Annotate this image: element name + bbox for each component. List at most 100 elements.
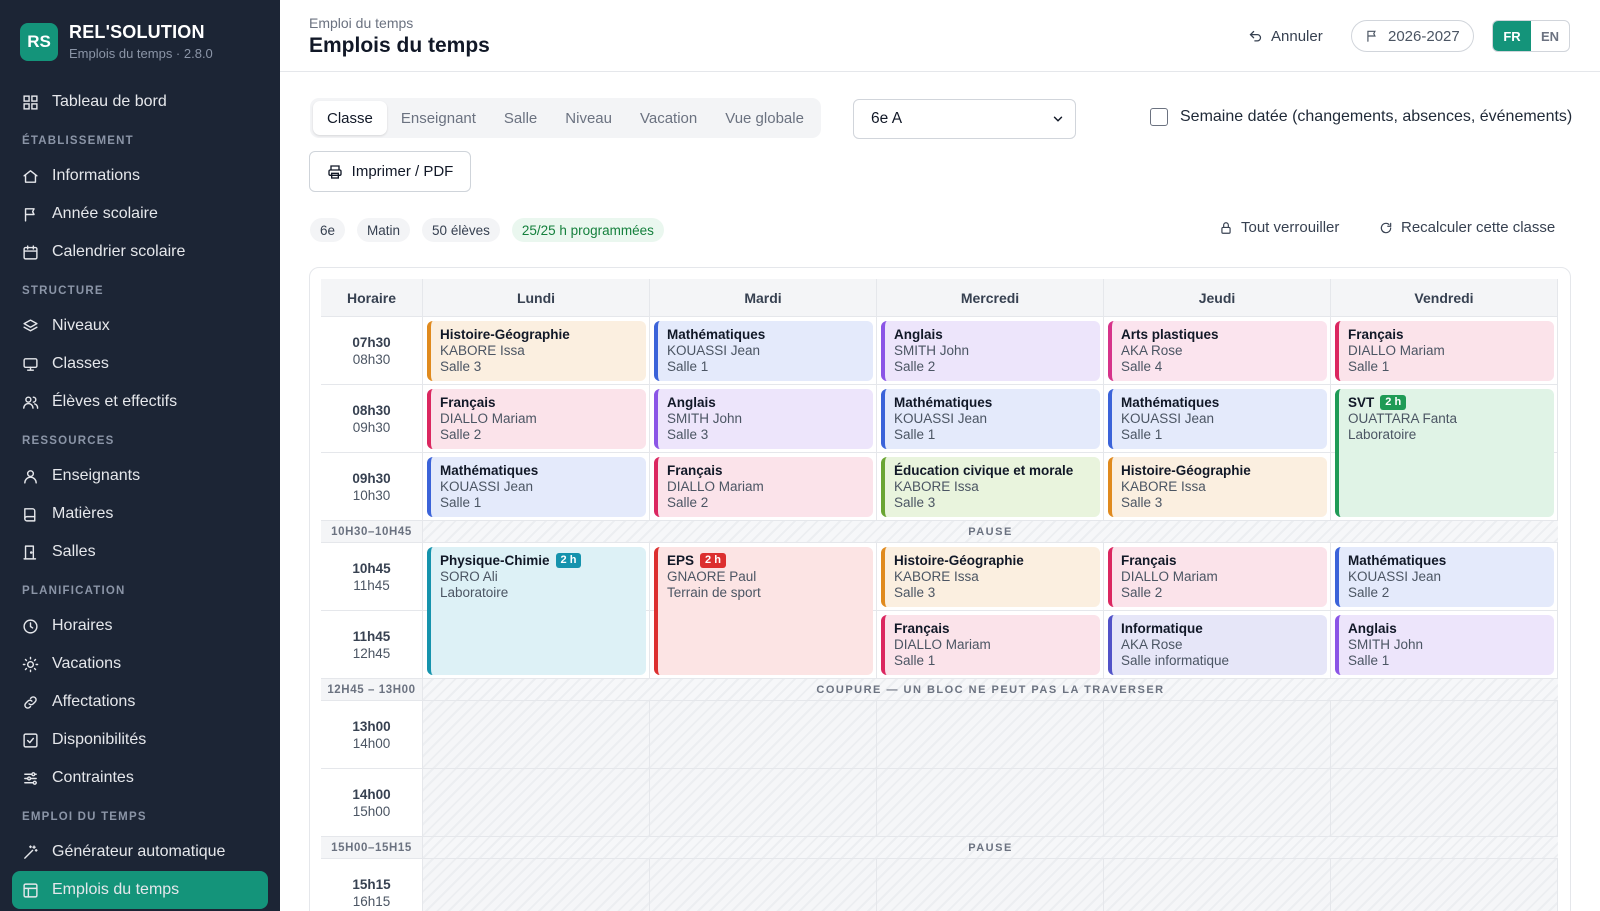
recalculate-button[interactable]: Recalculer cette classe xyxy=(1379,219,1555,236)
sidebar-item-enseignants[interactable]: Enseignants xyxy=(0,457,280,495)
empty-slot[interactable] xyxy=(423,769,650,837)
empty-slot[interactable] xyxy=(423,701,650,769)
sidebar-item-annee-scolaire[interactable]: Année scolaire xyxy=(0,195,280,233)
sidebar-item-matieres[interactable]: Matières xyxy=(0,495,280,533)
lesson-card[interactable]: Informatique AKA Rose Salle informatique xyxy=(1108,615,1327,675)
sidebar-item-disponibilites[interactable]: Disponibilités xyxy=(0,721,280,759)
lesson-card[interactable]: Anglais SMITH John Salle 2 xyxy=(881,321,1100,381)
slot-cell[interactable] xyxy=(1331,453,1558,521)
tab-enseignant[interactable]: Enseignant xyxy=(400,109,476,127)
empty-slot[interactable] xyxy=(650,701,877,769)
slot-cell[interactable] xyxy=(1104,611,1331,679)
empty-slot[interactable] xyxy=(877,769,1104,837)
empty-slot[interactable] xyxy=(1104,769,1331,837)
slot-cell[interactable] xyxy=(423,453,650,521)
empty-slot[interactable] xyxy=(1331,701,1558,769)
tab-classe[interactable]: Classe xyxy=(313,101,387,135)
sidebar-item-dashboard[interactable]: Tableau de bord xyxy=(0,83,280,121)
slot-cell[interactable] xyxy=(1104,385,1331,453)
tab-vacation[interactable]: Vacation xyxy=(639,109,698,127)
lesson-card[interactable]: Mathématiques KOUASSI Jean Salle 1 xyxy=(427,457,646,517)
lesson-card[interactable]: Histoire-Géographie KABORE Issa Salle 3 xyxy=(1108,457,1327,517)
lesson-card[interactable]: Français DIALLO Mariam Salle 1 xyxy=(1335,321,1554,381)
lesson-card[interactable]: SVT 2 h OUATTARA Fanta Laboratoire xyxy=(1335,389,1554,517)
lesson-subject-label: Histoire-Géographie xyxy=(1121,463,1251,478)
slot-cell[interactable] xyxy=(1331,611,1558,679)
tab-niveau[interactable]: Niveau xyxy=(565,109,612,127)
breadcrumb[interactable]: Emploi du temps xyxy=(309,15,414,31)
empty-slot[interactable] xyxy=(1104,859,1331,911)
class-select[interactable]: 6e A xyxy=(853,99,1076,139)
slot-cell[interactable] xyxy=(877,453,1104,521)
sidebar-item-affectations[interactable]: Affectations xyxy=(0,683,280,721)
lesson-card[interactable]: Mathématiques KOUASSI Jean Salle 1 xyxy=(881,389,1100,449)
lesson-card[interactable]: Anglais SMITH John Salle 1 xyxy=(1335,615,1554,675)
empty-slot[interactable] xyxy=(877,859,1104,911)
lesson-subject-label: Français xyxy=(1121,553,1177,568)
tab-salle[interactable]: Salle xyxy=(503,109,538,127)
sidebar-item-calendrier-scolaire[interactable]: Calendrier scolaire xyxy=(0,233,280,271)
lesson-card[interactable]: Français DIALLO Mariam Salle 2 xyxy=(427,389,646,449)
slot-cell[interactable] xyxy=(877,543,1104,611)
slot-cell[interactable] xyxy=(650,385,877,453)
slot-cell[interactable] xyxy=(650,317,877,385)
lesson-card[interactable]: Mathématiques KOUASSI Jean Salle 1 xyxy=(1108,389,1327,449)
slot-cell[interactable] xyxy=(1331,543,1558,611)
slot-cell[interactable] xyxy=(1104,453,1331,521)
sidebar-item-niveaux[interactable]: Niveaux xyxy=(0,307,280,345)
sidebar-item-classes[interactable]: Classes xyxy=(0,345,280,383)
lesson-card[interactable]: Physique-Chimie 2 h SORO Ali Laboratoire xyxy=(427,547,646,675)
slot-cell[interactable] xyxy=(877,385,1104,453)
lesson-card[interactable]: EPS 2 h GNAORE Paul Terrain de sport xyxy=(654,547,873,675)
lesson-card[interactable]: Arts plastiques AKA Rose Salle 4 xyxy=(1108,321,1327,381)
lesson-card[interactable]: Éducation civique et morale KABORE Issa Sa… xyxy=(881,457,1100,517)
print-button[interactable]: Imprimer / PDF xyxy=(309,151,471,192)
empty-slot[interactable] xyxy=(1104,701,1331,769)
slot-cell[interactable] xyxy=(1104,317,1331,385)
lesson-teacher: KOUASSI Jean xyxy=(440,479,534,494)
sidebar-item-salles[interactable]: Salles xyxy=(0,533,280,571)
slot-cell[interactable] xyxy=(423,611,650,679)
slot-cell[interactable] xyxy=(423,385,650,453)
dated-week-toggle[interactable]: Semaine datée (changements, absences, év… xyxy=(1150,108,1572,126)
lesson-card[interactable]: Français DIALLO Mariam Salle 1 xyxy=(881,615,1100,675)
slot-cell[interactable] xyxy=(650,611,877,679)
slot-cell[interactable] xyxy=(1331,317,1558,385)
sidebar-item-emplois-du-temps[interactable]: Emplois du temps xyxy=(12,871,268,909)
lesson-card[interactable]: Mathématiques KOUASSI Jean Salle 1 xyxy=(654,321,873,381)
dated-week-checkbox[interactable] xyxy=(1150,108,1168,126)
empty-slot[interactable] xyxy=(1331,859,1558,911)
sidebar-item-label: Disponibilités xyxy=(52,731,147,748)
chevron-down-icon xyxy=(1053,116,1063,122)
sidebar-item-informations[interactable]: Informations xyxy=(0,157,280,195)
undo-button[interactable]: Annuler xyxy=(1248,24,1323,48)
slot-cell[interactable] xyxy=(650,453,877,521)
lock-all-button[interactable]: Tout verrouiller xyxy=(1219,219,1339,236)
empty-slot[interactable] xyxy=(423,859,650,911)
empty-slot[interactable] xyxy=(650,769,877,837)
lang-fr-button[interactable]: FR xyxy=(1493,21,1531,51)
lesson-card[interactable]: Histoire-Géographie KABORE Issa Salle 3 xyxy=(427,321,646,381)
slot-cell[interactable] xyxy=(877,611,1104,679)
slot-cell[interactable] xyxy=(1104,543,1331,611)
school-year-badge[interactable]: 2026-2027 xyxy=(1351,20,1474,52)
lesson-subject: Français xyxy=(1348,327,1544,342)
sidebar-item-generateur-automatique[interactable]: Générateur automatique xyxy=(0,833,280,871)
lang-en-button[interactable]: EN xyxy=(1540,28,1560,44)
sidebar-item-vacations[interactable]: Vacations xyxy=(0,645,280,683)
lesson-card[interactable]: Anglais SMITH John Salle 3 xyxy=(654,389,873,449)
lesson-card[interactable]: Français DIALLO Mariam Salle 2 xyxy=(1108,547,1327,607)
empty-slot[interactable] xyxy=(650,859,877,911)
slot-cell[interactable] xyxy=(423,317,650,385)
lesson-card[interactable]: Français DIALLO Mariam Salle 2 xyxy=(654,457,873,517)
sidebar-item-contraintes[interactable]: Contraintes xyxy=(0,759,280,797)
empty-slot[interactable] xyxy=(877,701,1104,769)
lesson-card[interactable]: Mathématiques KOUASSI Jean Salle 2 xyxy=(1335,547,1554,607)
sidebar-item-eleves-et-effectifs[interactable]: Élèves et effectifs xyxy=(0,383,280,421)
time-slot-cell: 08h30 09h30 xyxy=(321,385,423,453)
lesson-card[interactable]: Histoire-Géographie KABORE Issa Salle 3 xyxy=(881,547,1100,607)
empty-slot[interactable] xyxy=(1331,769,1558,837)
slot-cell[interactable] xyxy=(877,317,1104,385)
tab-vue-globale[interactable]: Vue globale xyxy=(725,109,804,127)
sidebar-item-horaires[interactable]: Horaires xyxy=(0,607,280,645)
